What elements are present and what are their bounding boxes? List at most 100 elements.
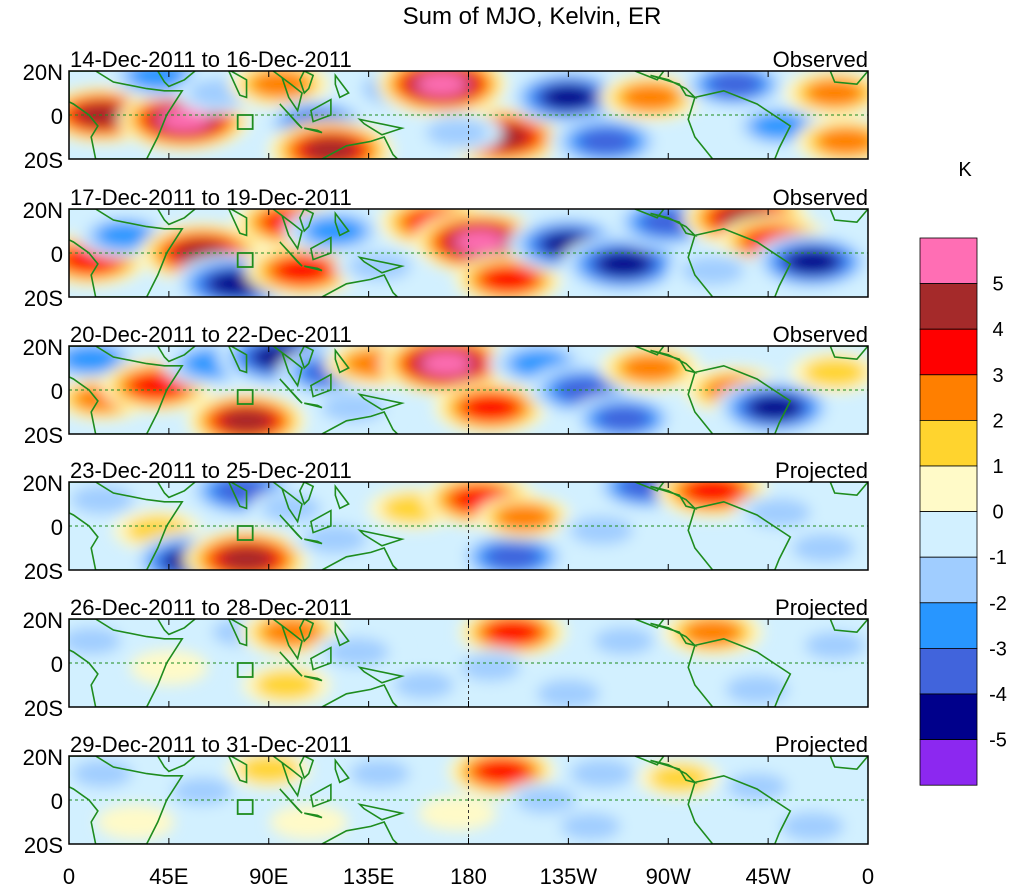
anomaly-contour [274, 257, 330, 284]
anomaly-contour [425, 118, 489, 147]
chart-title: Sum of MJO, Kelvin, ER [403, 3, 662, 30]
coastlines [69, 619, 868, 707]
x-tick-label: 180 [450, 864, 487, 889]
panel-2: 20N 0 20S 17-Dec-2011 to 19-Dec-2011 Observe… [23, 185, 869, 311]
y-tick-label: 20N [23, 608, 63, 633]
y-tick-label: 20N [23, 471, 63, 496]
y-tick-label: 20S [24, 423, 63, 448]
anomaly-contour [219, 546, 274, 570]
colorbar-box [919, 419, 978, 467]
anomaly-contour [748, 395, 802, 420]
panel-3: 20N 0 20S 20-Dec-2011 to 22-Dec-2011 Observe… [23, 322, 869, 448]
anomaly-contour [536, 679, 600, 707]
anomaly-contour [792, 533, 856, 563]
colorbar-label: 1 [992, 456, 1003, 478]
anomaly-contour [394, 671, 455, 699]
units-label: K [958, 159, 972, 181]
colorbar-label: 3 [992, 365, 1003, 387]
anomaly-contour [172, 777, 233, 805]
colorbar-box [919, 739, 978, 786]
x-tick-label: 135E [343, 864, 394, 889]
colorbar-box [919, 693, 978, 740]
y-tick-label: 20N [23, 335, 63, 360]
x-tick-label: 90W [646, 864, 691, 889]
anomaly-contour [303, 524, 367, 554]
colorbar-box [919, 556, 978, 604]
anomaly-contour [72, 760, 133, 788]
anomaly-contour [684, 482, 741, 504]
anomaly-contour [306, 217, 365, 245]
colorbar-label: -2 [989, 593, 1007, 615]
coastlines [69, 71, 868, 159]
y-tick-label: 20S [24, 148, 63, 173]
anomaly-contour [621, 84, 680, 111]
anomaly-contour [570, 516, 634, 545]
colorbar: 5 4 3 2 1 0 -1 -2 -3 -4 -5 [919, 237, 1007, 786]
anomaly-contour [418, 795, 497, 831]
panel-period: 23-Dec-2011 to 25-Dec-2011 [70, 458, 352, 483]
colorbar-label: 4 [992, 319, 1003, 341]
y-tick-label: 20S [24, 559, 63, 584]
anomaly-contour [462, 394, 519, 421]
anomaly-contour [781, 812, 845, 841]
anomaly-contour [683, 619, 742, 646]
colorbar-label: 2 [992, 410, 1003, 432]
colorbar-label: -1 [989, 547, 1007, 569]
colorbar-box [919, 511, 978, 558]
x-axis: 0 45E 90E 135E 180 135W 90W 45W 0 [63, 864, 874, 889]
x-tick-label: 0 [63, 864, 75, 889]
anomaly-contour [805, 79, 864, 107]
anomaly-contour [681, 256, 745, 285]
x-tick-label: 90E [249, 864, 288, 889]
coastlines [69, 346, 868, 434]
anomaly-contour [220, 408, 273, 433]
y-tick-label: 0 [51, 652, 63, 677]
anomaly-contour [96, 804, 175, 840]
x-tick-label: 45W [746, 864, 791, 889]
coastlines [69, 209, 868, 297]
y-tick-label: 0 [51, 379, 63, 404]
panel-status: Observed [773, 322, 868, 347]
y-tick-label: 20S [24, 286, 63, 311]
anomaly-contour [485, 544, 541, 570]
anomaly-contour [707, 71, 762, 97]
anomaly-contour [481, 267, 536, 292]
anomaly-contour [725, 675, 789, 704]
y-tick-label: 0 [51, 515, 63, 540]
y-tick-label: 20N [23, 198, 63, 223]
anomaly-contour [269, 804, 348, 840]
colorbar-label: 0 [992, 502, 1003, 524]
panel-1: 20N 0 20S 14-Dec-2011 to 16-Dec-2011 Observe… [23, 47, 869, 173]
panel-status: Projected [775, 458, 868, 483]
y-tick-label: 20S [24, 696, 63, 721]
anomaly-contour [541, 85, 595, 110]
anomaly-contour [747, 498, 811, 528]
anomaly-contour [803, 358, 867, 387]
colorbar-label: -3 [989, 638, 1007, 660]
anomaly-contour [485, 619, 540, 645]
colorbar-label: -5 [989, 730, 1007, 752]
y-tick-label: 0 [51, 789, 63, 814]
anomaly-contour [158, 107, 211, 132]
anomaly-contour [415, 72, 468, 97]
anomaly-contour [578, 128, 634, 155]
colorbar-box [919, 328, 978, 376]
anomaly-contour [69, 346, 121, 373]
anomaly-contour [250, 71, 309, 98]
x-tick-label: 135W [540, 864, 598, 889]
anomaly-contour [816, 128, 868, 155]
panel-period: 20-Dec-2011 to 22-Dec-2011 [70, 322, 352, 347]
panel-4: 20N 0 20S 23-Dec-2011 to 25-Dec-2011 Project… [23, 458, 869, 584]
anomaly-contour [238, 756, 299, 783]
anomaly-contour [129, 649, 208, 686]
anomaly-contour [326, 637, 390, 667]
anomaly-contour [640, 209, 696, 235]
anomaly-contour [96, 222, 153, 249]
colorbar-label: -4 [989, 684, 1007, 706]
anomaly-contour [570, 759, 634, 788]
anomaly-contour [751, 113, 808, 139]
anomaly-contour [453, 230, 506, 254]
panel-status: Observed [773, 47, 868, 72]
panel-status: Projected [775, 595, 868, 620]
